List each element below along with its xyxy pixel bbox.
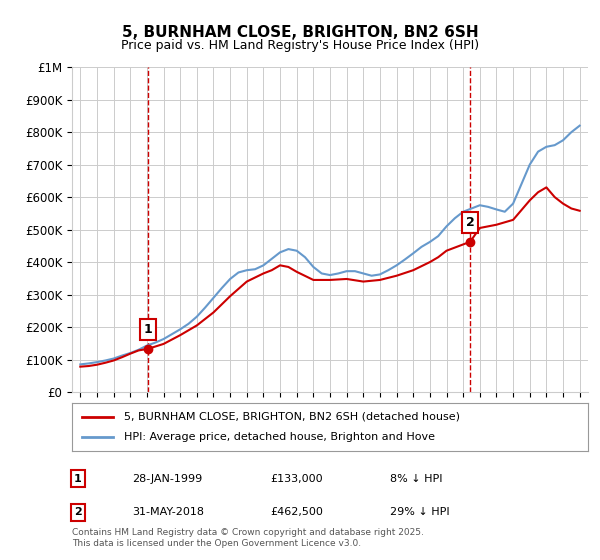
Text: Contains HM Land Registry data © Crown copyright and database right 2025.
This d: Contains HM Land Registry data © Crown c… <box>72 528 424 548</box>
Text: 2: 2 <box>466 216 475 229</box>
Text: 31-MAY-2018: 31-MAY-2018 <box>132 507 204 517</box>
Text: 8% ↓ HPI: 8% ↓ HPI <box>390 474 443 484</box>
Text: £133,000: £133,000 <box>270 474 323 484</box>
Text: 1: 1 <box>74 474 82 484</box>
Text: HPI: Average price, detached house, Brighton and Hove: HPI: Average price, detached house, Brig… <box>124 432 434 442</box>
Text: 1: 1 <box>143 323 152 336</box>
Text: 5, BURNHAM CLOSE, BRIGHTON, BN2 6SH (detached house): 5, BURNHAM CLOSE, BRIGHTON, BN2 6SH (det… <box>124 412 460 422</box>
Text: £462,500: £462,500 <box>270 507 323 517</box>
Text: 5, BURNHAM CLOSE, BRIGHTON, BN2 6SH: 5, BURNHAM CLOSE, BRIGHTON, BN2 6SH <box>122 25 478 40</box>
Text: Price paid vs. HM Land Registry's House Price Index (HPI): Price paid vs. HM Land Registry's House … <box>121 39 479 52</box>
Text: 29% ↓ HPI: 29% ↓ HPI <box>390 507 449 517</box>
Text: 28-JAN-1999: 28-JAN-1999 <box>132 474 202 484</box>
Text: 2: 2 <box>74 507 82 517</box>
